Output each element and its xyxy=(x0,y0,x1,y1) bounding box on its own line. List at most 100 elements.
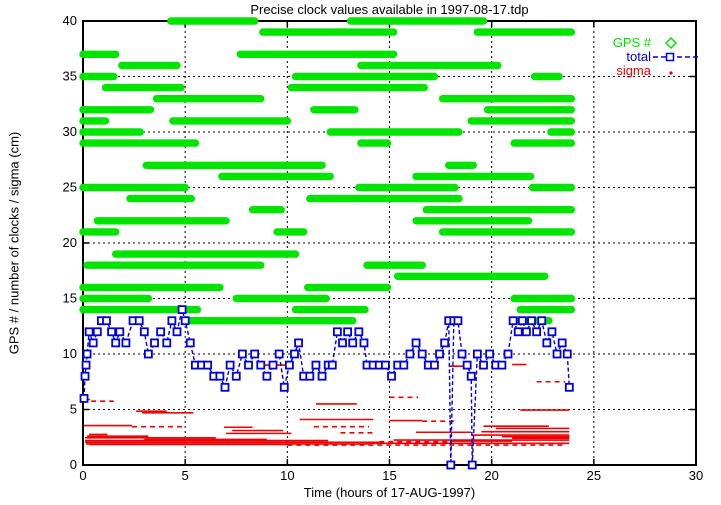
total-point-marker xyxy=(82,349,92,359)
x-tick-label: 0 xyxy=(79,468,86,483)
total-point-marker xyxy=(479,360,488,370)
total-point-marker xyxy=(562,349,572,359)
total-point-marker xyxy=(244,360,253,370)
total-point-marker xyxy=(203,360,213,370)
sigma-dot-icon xyxy=(653,64,699,78)
total-point-marker xyxy=(542,338,552,348)
total-point-marker xyxy=(522,327,531,337)
total-point-marker xyxy=(80,371,90,381)
total-point-marker xyxy=(332,327,342,337)
total-point-marker xyxy=(513,327,523,337)
x-tick-label: 10 xyxy=(280,468,294,483)
total-point-marker xyxy=(537,316,547,326)
total-point-marker xyxy=(453,316,463,326)
total-point-marker xyxy=(143,349,153,359)
x-tick-label: 5 xyxy=(182,468,189,483)
total-point-marker xyxy=(107,327,117,337)
total-point-marker xyxy=(81,360,91,370)
y-tick-label: 35 xyxy=(63,69,77,84)
total-point-marker xyxy=(338,338,347,348)
total-point-marker xyxy=(180,316,190,326)
total-point-marker xyxy=(462,360,472,370)
total-point-marker xyxy=(139,327,149,337)
total-point-marker xyxy=(290,349,299,359)
total-point-marker xyxy=(237,349,247,359)
total-point-marker xyxy=(220,382,230,392)
total-point-marker xyxy=(231,371,241,381)
total-point-marker xyxy=(508,316,518,326)
total-point-marker xyxy=(88,338,98,348)
total-point-marker xyxy=(79,393,89,403)
total-point-marker xyxy=(430,360,439,370)
y-axis-label: GPS # / number of clocks / sigma (cm) xyxy=(6,131,22,355)
y-tick-label: 25 xyxy=(63,180,77,195)
total-point-marker xyxy=(564,382,574,392)
total-point-marker xyxy=(547,327,557,337)
axis-ticks: 0 5 10 15 20 25 30 0 5 10 15 20 25 30 35 40 xyxy=(63,13,704,483)
total-point-marker xyxy=(517,316,527,326)
y-tick-label: 40 xyxy=(63,13,77,28)
total-point-marker xyxy=(485,349,495,359)
total-series xyxy=(79,305,574,470)
total-point-marker xyxy=(527,316,536,326)
total-point-marker xyxy=(262,371,272,381)
total-point-marker xyxy=(84,327,94,337)
total-point-marker xyxy=(552,349,562,359)
x-tick-label: 15 xyxy=(382,468,396,483)
total-point-marker xyxy=(121,338,131,348)
gps-diamond-icon xyxy=(653,36,699,50)
gps-series xyxy=(79,17,576,325)
total-point-marker xyxy=(311,360,321,370)
total-point-marker xyxy=(256,360,266,370)
legend-label-gps: GPS # xyxy=(612,35,651,50)
total-point-marker xyxy=(327,360,337,370)
sigma-series xyxy=(83,363,570,446)
total-point-marker xyxy=(405,349,415,359)
total-point-marker xyxy=(381,360,390,370)
total-point-marker xyxy=(156,327,166,337)
legend-label-total: total xyxy=(626,49,651,64)
total-point-marker xyxy=(111,338,121,348)
y-tick-label: 5 xyxy=(70,402,77,417)
total-point-marker xyxy=(354,327,364,337)
total-point-marker xyxy=(399,360,409,370)
total-point-marker xyxy=(532,327,542,337)
total-point-marker xyxy=(497,360,507,370)
total-point-marker xyxy=(472,349,482,359)
total-point-marker xyxy=(466,371,476,381)
total-point-marker xyxy=(457,349,467,359)
total-point-marker xyxy=(172,327,182,337)
total-point-marker xyxy=(440,338,450,348)
total-point-marker xyxy=(92,327,102,337)
chart-title: Precise clock values available in 1997-0… xyxy=(250,2,529,17)
total-point-marker xyxy=(343,327,353,337)
y-tick-label: 0 xyxy=(70,457,77,472)
total-point-marker xyxy=(274,349,284,359)
total-point-marker xyxy=(446,460,456,470)
total-square-dash-icon xyxy=(653,50,699,64)
total-point-marker xyxy=(115,327,125,337)
y-tick-label: 30 xyxy=(63,124,77,139)
y-tick-label: 15 xyxy=(63,291,77,306)
total-point-marker xyxy=(150,338,159,348)
total-point-marker xyxy=(134,316,144,326)
x-tick-label: 20 xyxy=(484,468,498,483)
total-point-marker xyxy=(503,349,513,359)
y-tick-label: 20 xyxy=(63,235,77,250)
total-point-marker xyxy=(359,338,369,348)
total-point-marker xyxy=(317,371,327,381)
total-point-marker xyxy=(279,382,289,392)
total-point-marker xyxy=(435,349,444,359)
total-point-marker xyxy=(162,338,172,348)
y-tick-label: 10 xyxy=(63,346,77,361)
x-tick-label: 25 xyxy=(587,468,601,483)
x-tick-label: 30 xyxy=(689,468,703,483)
total-point-marker xyxy=(185,338,195,348)
total-point-marker xyxy=(215,371,225,381)
total-point-marker xyxy=(268,360,278,370)
total-point-marker xyxy=(348,338,358,348)
total-point-marker xyxy=(294,338,303,348)
total-point-marker xyxy=(225,360,235,370)
